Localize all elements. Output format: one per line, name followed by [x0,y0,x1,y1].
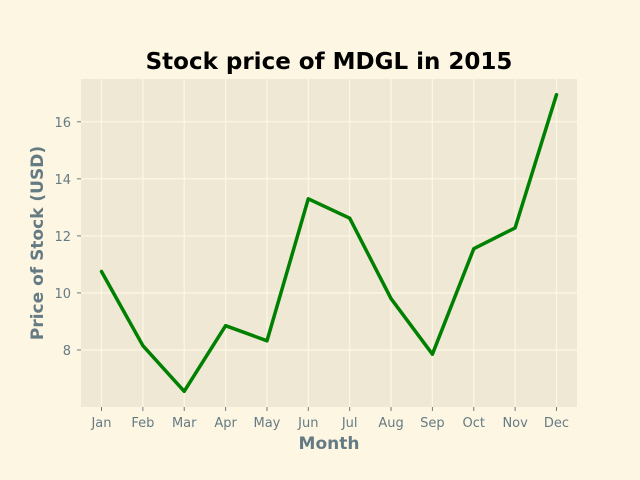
axis-ticks: Jan Feb Mar Apr May Jun Jul Aug Sep Oct Nov Dec 8 10 1… [54,116,569,431]
x-tick-label: May [254,416,281,431]
y-axis-label: Price of Stock (USD) [28,146,48,340]
chart-title: Stock price of MDGL in 2015 [146,49,513,75]
y-tick-label: 16 [54,116,71,131]
series-line [99,92,559,394]
x-tick-label: Dec [544,416,569,431]
x-tick-label: Mar [172,416,197,431]
x-tick-label: Jun [297,416,318,431]
x-tick-label: Oct [463,416,485,431]
grid-lines [81,79,577,407]
x-tick-label: Jul [341,416,358,431]
y-tick-label: 8 [63,344,71,359]
x-tick-label: Aug [378,416,403,431]
x-axis-label: Month [299,434,360,454]
y-tick-label: 14 [54,173,71,188]
x-tick-label: Jan [90,416,111,431]
x-tick-label: Nov [502,416,528,431]
y-tick-label: 10 [54,287,71,302]
plot-area [81,79,577,407]
x-tick-label: Apr [214,416,237,431]
x-tick-label: Sep [420,416,445,431]
y-tick-label: 12 [54,230,71,245]
x-tick-label: Feb [131,416,154,431]
series-layer [99,92,559,394]
